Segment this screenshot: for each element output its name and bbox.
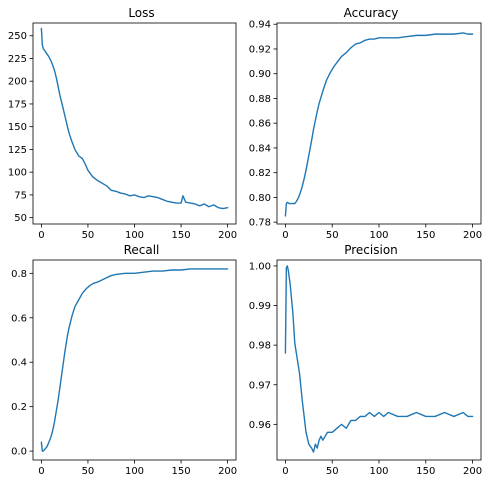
recall-x-tick-label: 200: [218, 466, 237, 477]
loss-y-tick-label: 50: [14, 213, 27, 224]
loss-y-tick-label: 175: [8, 99, 27, 110]
precision-y-tick-label: 1.00: [249, 261, 271, 272]
recall-y-tick-label: 0.4: [11, 358, 27, 369]
loss-plot-frame: [32, 22, 237, 225]
accuracy-y-tick-label: 0.80: [249, 193, 271, 204]
loss-y-tick-label: 225: [8, 54, 27, 65]
recall-y-tick-label: 0.0: [11, 447, 27, 458]
loss-y-tick-label: 200: [8, 77, 27, 88]
accuracy-x-tick-label: 100: [369, 230, 388, 241]
accuracy-y-tick-label: 0.94: [249, 20, 271, 31]
recall-y-tick-label: 0.2: [11, 402, 27, 413]
loss-panel: Loss 0 50 100 150 200 50 75 100 125 150 175 200 225 2…: [8, 6, 237, 241]
accuracy-x-tick-label: 200: [463, 230, 482, 241]
precision-plot-frame: [276, 259, 482, 461]
loss-x-tick-label: 50: [82, 230, 95, 241]
accuracy-y-tick-label: 0.84: [249, 143, 271, 154]
accuracy-y-tick-label: 0.88: [249, 94, 271, 105]
precision-x-tick-label: 50: [326, 466, 339, 477]
accuracy-y-tick-label: 0.82: [249, 168, 271, 179]
loss-x-tick-label: 100: [125, 230, 144, 241]
accuracy-series-line: [284, 32, 474, 217]
precision-panel: Precision 0 50 100 150 200 0.96 0.97 0.98 0.99 1.…: [249, 243, 482, 477]
precision-y-tick-label: 0.97: [249, 380, 271, 391]
loss-y-tick-label: 125: [8, 145, 27, 156]
loss-y-tick-label: 150: [8, 122, 27, 133]
accuracy-y-tick-label: 0.86: [249, 119, 271, 130]
recall-series-line: [40, 268, 229, 452]
recall-x-tick-label: 0: [38, 466, 44, 477]
loss-x-tick-label: 0: [38, 230, 44, 241]
precision-x-tick-label: 0: [282, 466, 288, 477]
recall-x-tick-label: 100: [125, 466, 144, 477]
accuracy-panel: Accuracy 0 50 100 150 200 0.78 0.80 0.82 0.84 0.8…: [249, 6, 482, 241]
recall-x-tick-label: 50: [82, 466, 95, 477]
accuracy-x-tick-label: 150: [416, 230, 435, 241]
loss-title: Loss: [128, 6, 154, 20]
recall-y-tick-label: 0.8: [11, 269, 27, 280]
recall-x-tick-label: 150: [172, 466, 191, 477]
loss-x-tick-label: 200: [218, 230, 237, 241]
precision-series-line: [284, 265, 474, 453]
precision-title: Precision: [344, 243, 398, 257]
recall-y-tick-label: 0.6: [11, 313, 27, 324]
accuracy-y-tick-label: 0.78: [249, 218, 271, 229]
loss-series-line: [40, 27, 229, 210]
accuracy-x-tick-label: 0: [282, 230, 288, 241]
accuracy-title: Accuracy: [344, 6, 399, 20]
precision-y-tick-label: 0.99: [249, 301, 271, 312]
recall-panel: Recall 0 50 100 150 200 0.0 0.2 0.4 0.6 0.8: [11, 243, 237, 477]
accuracy-plot-frame: [276, 22, 482, 225]
recall-title: Recall: [124, 243, 160, 257]
precision-y-tick-label: 0.96: [249, 420, 271, 431]
accuracy-y-tick-label: 0.92: [249, 44, 271, 55]
loss-y-tick-label: 250: [8, 31, 27, 42]
loss-y-tick-label: 100: [8, 168, 27, 179]
precision-x-tick-label: 150: [416, 466, 435, 477]
precision-y-tick-label: 0.98: [249, 341, 271, 352]
loss-x-tick-label: 150: [172, 230, 191, 241]
accuracy-x-tick-label: 50: [326, 230, 339, 241]
precision-x-tick-label: 200: [463, 466, 482, 477]
accuracy-y-tick-label: 0.90: [249, 69, 271, 80]
precision-x-tick-label: 100: [369, 466, 388, 477]
loss-y-tick-label: 75: [14, 190, 27, 201]
